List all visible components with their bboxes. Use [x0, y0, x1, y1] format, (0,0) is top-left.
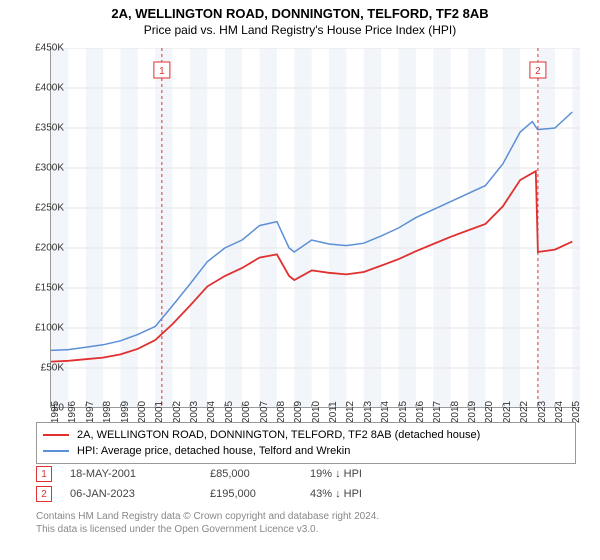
legend-label: HPI: Average price, detached house, Telf… — [77, 445, 350, 457]
x-tick-label: 2016 — [415, 401, 426, 423]
x-tick-label: 2007 — [259, 401, 270, 423]
y-tick-label: £300K — [16, 163, 64, 174]
x-tick-label: 2001 — [154, 401, 165, 423]
x-tick-label: 2013 — [363, 401, 374, 423]
x-tick-label: 2004 — [206, 401, 217, 423]
x-tick-label: 1995 — [50, 401, 61, 423]
sale-price: £85,000 — [210, 468, 310, 480]
sale-row: 1 18-MAY-2001£85,00019% ↓ HPI — [36, 464, 430, 484]
sale-marker-box: 2 — [36, 486, 52, 502]
x-tick-label: 2021 — [502, 401, 513, 423]
x-tick-label: 1996 — [67, 401, 78, 423]
x-tick-label: 2003 — [189, 401, 200, 423]
x-tick-label: 1998 — [102, 401, 113, 423]
x-tick-label: 2018 — [450, 401, 461, 423]
y-tick-label: £200K — [16, 243, 64, 254]
x-tick-label: 2012 — [345, 401, 356, 423]
y-tick-label: £100K — [16, 323, 64, 334]
chart: 12 — [50, 48, 580, 408]
x-tick-label: 2022 — [519, 401, 530, 423]
x-tick-label: 2002 — [172, 401, 183, 423]
sale-marker-box: 1 — [36, 466, 52, 482]
chart-title: 2A, WELLINGTON ROAD, DONNINGTON, TELFORD… — [0, 6, 600, 21]
legend-item: HPI: Average price, detached house, Telf… — [43, 443, 569, 459]
sales-table: 1 18-MAY-2001£85,00019% ↓ HPI 2 06-JAN-2023… — [36, 464, 430, 504]
x-tick-label: 2017 — [432, 401, 443, 423]
sale-pct: 19% ↓ HPI — [310, 468, 430, 480]
x-tick-label: 2009 — [293, 401, 304, 423]
y-tick-label: £50K — [16, 363, 64, 374]
x-tick-label: 2024 — [554, 401, 565, 423]
x-tick-label: 1997 — [85, 401, 96, 423]
x-tick-label: 2023 — [537, 401, 548, 423]
y-tick-label: £150K — [16, 283, 64, 294]
x-tick-label: 2005 — [224, 401, 235, 423]
y-tick-label: £250K — [16, 203, 64, 214]
x-tick-label: 2010 — [311, 401, 322, 423]
legend-item: 2A, WELLINGTON ROAD, DONNINGTON, TELFORD… — [43, 427, 569, 443]
footer-line1: Contains HM Land Registry data © Crown c… — [36, 510, 379, 523]
svg-text:1: 1 — [159, 66, 165, 77]
y-tick-label: £350K — [16, 123, 64, 134]
x-tick-label: 2015 — [398, 401, 409, 423]
sale-marker-1: 1 — [154, 62, 170, 78]
plot-area: 12 — [50, 48, 580, 408]
footer-line2: This data is licensed under the Open Gov… — [36, 523, 379, 536]
y-tick-label: £450K — [16, 43, 64, 54]
x-tick-label: 2020 — [484, 401, 495, 423]
x-tick-label: 2014 — [380, 401, 391, 423]
legend: 2A, WELLINGTON ROAD, DONNINGTON, TELFORD… — [36, 422, 576, 464]
sale-date: 18-MAY-2001 — [70, 468, 210, 480]
sale-pct: 43% ↓ HPI — [310, 488, 430, 500]
svg-text:2: 2 — [535, 66, 541, 77]
legend-swatch — [43, 434, 69, 436]
chart-subtitle: Price paid vs. HM Land Registry's House … — [0, 23, 600, 37]
x-tick-label: 1999 — [120, 401, 131, 423]
sale-marker-2: 2 — [530, 62, 546, 78]
x-tick-label: 2008 — [276, 401, 287, 423]
x-tick-label: 2006 — [241, 401, 252, 423]
legend-label: 2A, WELLINGTON ROAD, DONNINGTON, TELFORD… — [77, 429, 480, 441]
y-tick-label: £400K — [16, 83, 64, 94]
legend-swatch — [43, 450, 69, 452]
sale-date: 06-JAN-2023 — [70, 488, 210, 500]
x-tick-label: 2000 — [137, 401, 148, 423]
x-tick-label: 2025 — [571, 401, 582, 423]
x-tick-label: 2019 — [467, 401, 478, 423]
sale-row: 2 06-JAN-2023£195,00043% ↓ HPI — [36, 484, 430, 504]
x-tick-label: 2011 — [328, 401, 339, 423]
sale-price: £195,000 — [210, 488, 310, 500]
footer-attribution: Contains HM Land Registry data © Crown c… — [36, 510, 379, 536]
